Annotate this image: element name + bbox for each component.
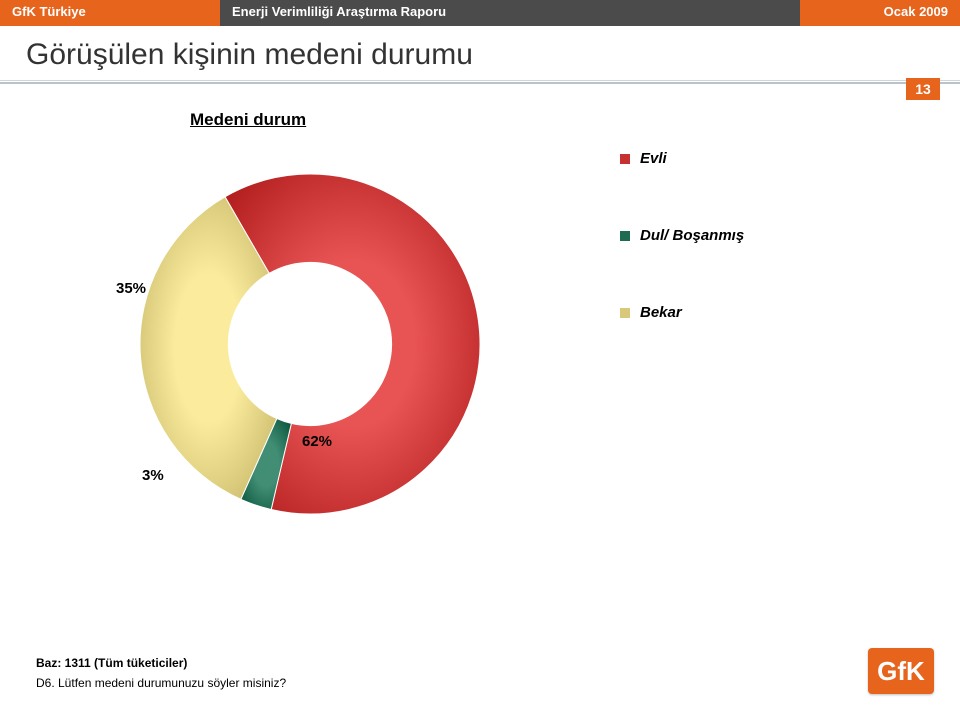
question-text: D6. Lütfen medeni durumunuzu söyler misi… [36, 676, 286, 690]
pct-label-evli: 62% [302, 433, 332, 450]
base-text: Baz: 1311 (Tüm tüketiciler) [36, 656, 286, 670]
legend-label-bekar: Bekar [640, 304, 682, 321]
donut-svg [40, 144, 580, 544]
legend-swatch-bekar [620, 308, 630, 318]
legend-label-dul: Dul/ Boşanmış [640, 227, 744, 244]
pct-label-bekar: 35% [116, 280, 146, 297]
title-rule [0, 80, 960, 90]
legend-swatch-dul [620, 231, 630, 241]
header-brand: GfK Türkiye [0, 0, 220, 26]
header-date: Ocak 2009 [800, 0, 960, 26]
page-title: Görüşülen kişinin medeni durumu [0, 26, 960, 80]
gfk-logo: GfK [868, 648, 934, 694]
chart-title: Medeni durum [190, 110, 920, 130]
legend-swatch-evli [620, 154, 630, 164]
legend-item-evli: Evli [620, 150, 744, 167]
legend-item-bekar: Bekar [620, 304, 744, 321]
chart-area: Medeni durum 62% 3% 35% Evli Dul/ Boşanmış B… [0, 90, 960, 544]
pct-label-dul: 3% [142, 467, 164, 484]
footer-notes: Baz: 1311 (Tüm tüketiciler) D6. Lütfen m… [36, 656, 286, 690]
donut-chart: 62% 3% 35% [40, 144, 580, 544]
header-bar: GfK Türkiye Enerji Verimliliği Araştırma… [0, 0, 960, 26]
legend-item-dul: Dul/ Boşanmış [620, 227, 744, 244]
legend-label-evli: Evli [640, 150, 667, 167]
header-report-title: Enerji Verimliliği Araştırma Raporu [220, 0, 800, 26]
legend: Evli Dul/ Boşanmış Bekar [620, 150, 744, 381]
